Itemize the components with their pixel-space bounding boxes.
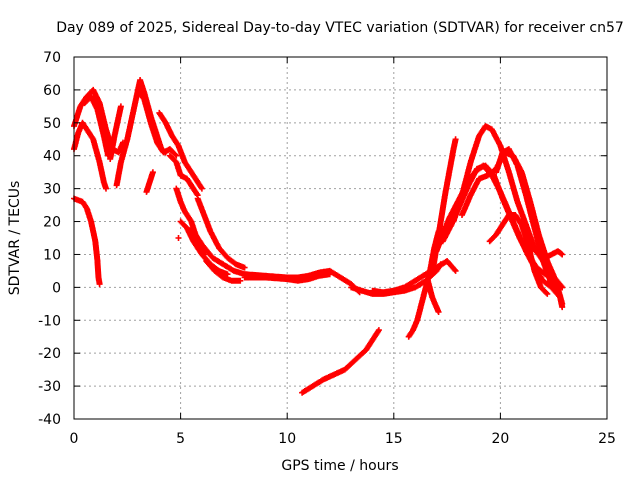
marker-trace: [486, 212, 551, 297]
marker-trace: [166, 152, 201, 199]
marker-trace: [203, 258, 244, 284]
y-tick-label: -20: [38, 346, 61, 362]
y-tick-label: 40: [43, 149, 61, 165]
series-arc-31: [529, 244, 566, 261]
series-arc-10: [166, 152, 201, 199]
series-arc-9: [156, 109, 205, 192]
series-arc-14: [194, 195, 248, 271]
marker-trace: [156, 109, 205, 192]
y-tick-label: 20: [43, 215, 61, 231]
marker-trace: [107, 103, 124, 162]
marker-trace: [81, 93, 112, 159]
y-tick-label: 50: [43, 116, 61, 132]
series-arc-21: [299, 327, 382, 396]
marker-trace: [529, 244, 566, 261]
axis-ticks: 0 5 10 15 20 25 -40 -30 -20 -10 0 10 20 30 40 50 60 70: [38, 50, 616, 447]
marker-trace: [194, 195, 248, 271]
marker-trace: [424, 277, 442, 315]
y-axis-label: SDTVAR / TECUs: [7, 181, 23, 296]
y-tick-label: 0: [52, 280, 61, 296]
x-axis-label: GPS time / hours: [281, 458, 398, 474]
marker-trace: [299, 327, 382, 396]
x-tick-label: 20: [491, 431, 509, 447]
plot-frame: [73, 56, 608, 420]
marker-trace: [135, 86, 180, 159]
y-tick-label: 30: [43, 182, 61, 198]
x-tick-label: 25: [598, 431, 616, 447]
marker-trace: [241, 271, 333, 284]
y-tick-label: 60: [43, 83, 61, 99]
series-arc-13: [188, 225, 248, 278]
x-tick-label: 10: [278, 431, 296, 447]
marker-trace: [175, 235, 182, 241]
marker-trace: [493, 146, 566, 311]
chart-title: Day 089 of 2025, Sidereal Day-to-day VTE…: [56, 20, 624, 36]
y-tick-label: -10: [38, 313, 61, 329]
series-arc-29: [493, 146, 566, 311]
grid: [74, 57, 607, 419]
y-tick-label: -30: [38, 379, 61, 395]
series-arc-8: [143, 169, 156, 195]
series-arc-30: [486, 212, 551, 297]
marker-trace: [188, 225, 248, 278]
marker-trace: [143, 169, 156, 195]
series-arc-16: [175, 235, 182, 241]
series-arc-5: [107, 103, 124, 162]
series-arc-23: [424, 277, 442, 315]
x-tick-label: 15: [385, 431, 403, 447]
x-tick-label: 5: [176, 431, 185, 447]
series-arc-15: [203, 258, 244, 284]
y-tick-label: 10: [43, 247, 61, 263]
y-tick-label: -40: [38, 412, 61, 428]
data-points: [71, 77, 566, 396]
x-tick-label: 0: [70, 431, 79, 447]
series-arc-4: [81, 93, 112, 159]
y-tick-label: 70: [43, 50, 61, 66]
series-arc-7: [135, 86, 180, 159]
series-arc-18: [241, 271, 333, 284]
